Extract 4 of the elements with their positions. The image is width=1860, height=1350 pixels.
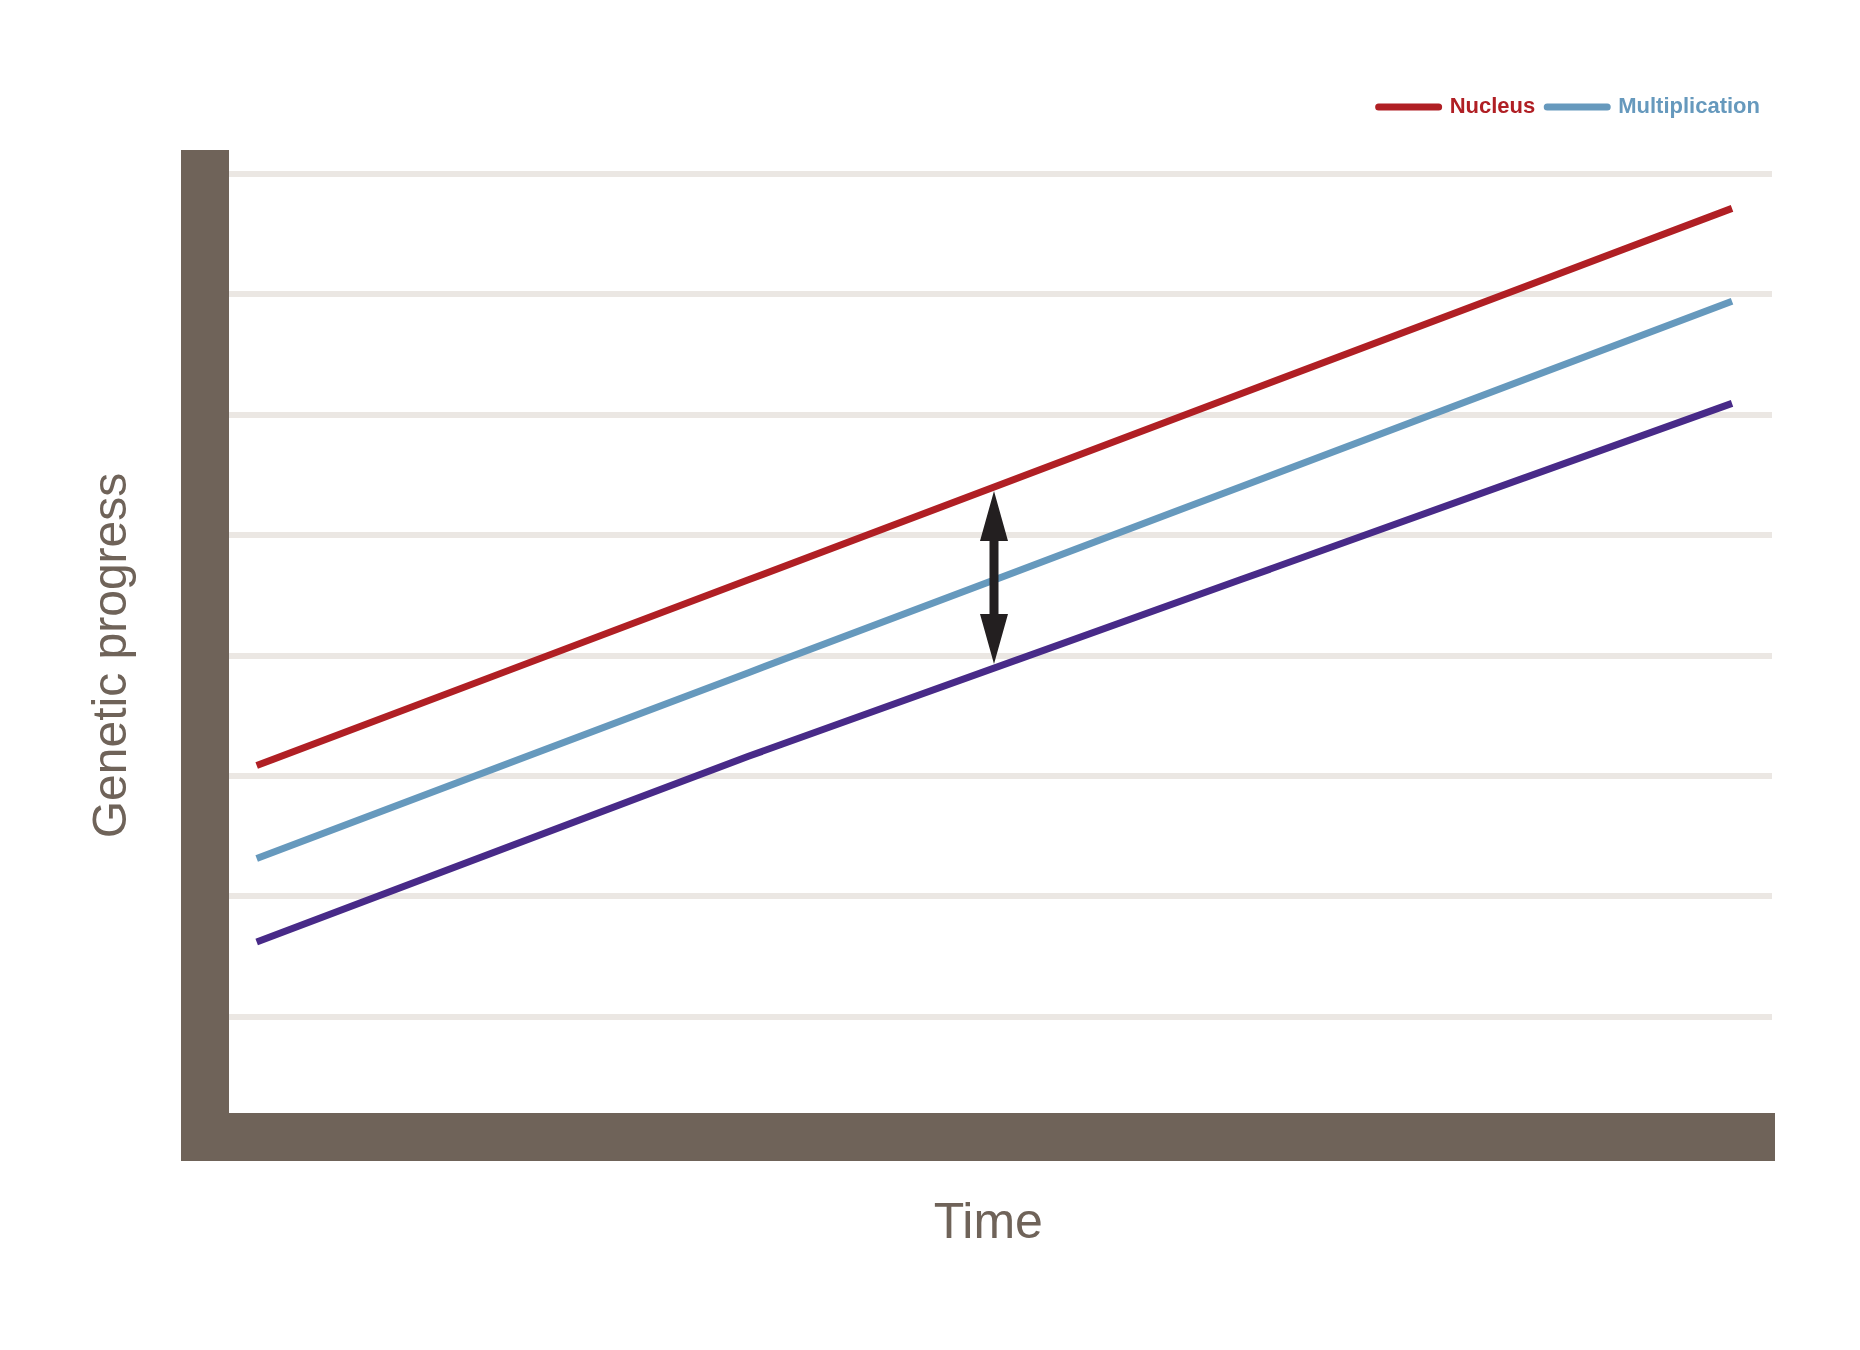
x-axis-title: Time (933, 1192, 1043, 1249)
y-axis-title: Genetic progress (83, 472, 137, 839)
legend-label: Nucleus (1449, 93, 1536, 119)
legend-label: Multiplication (1618, 93, 1760, 119)
